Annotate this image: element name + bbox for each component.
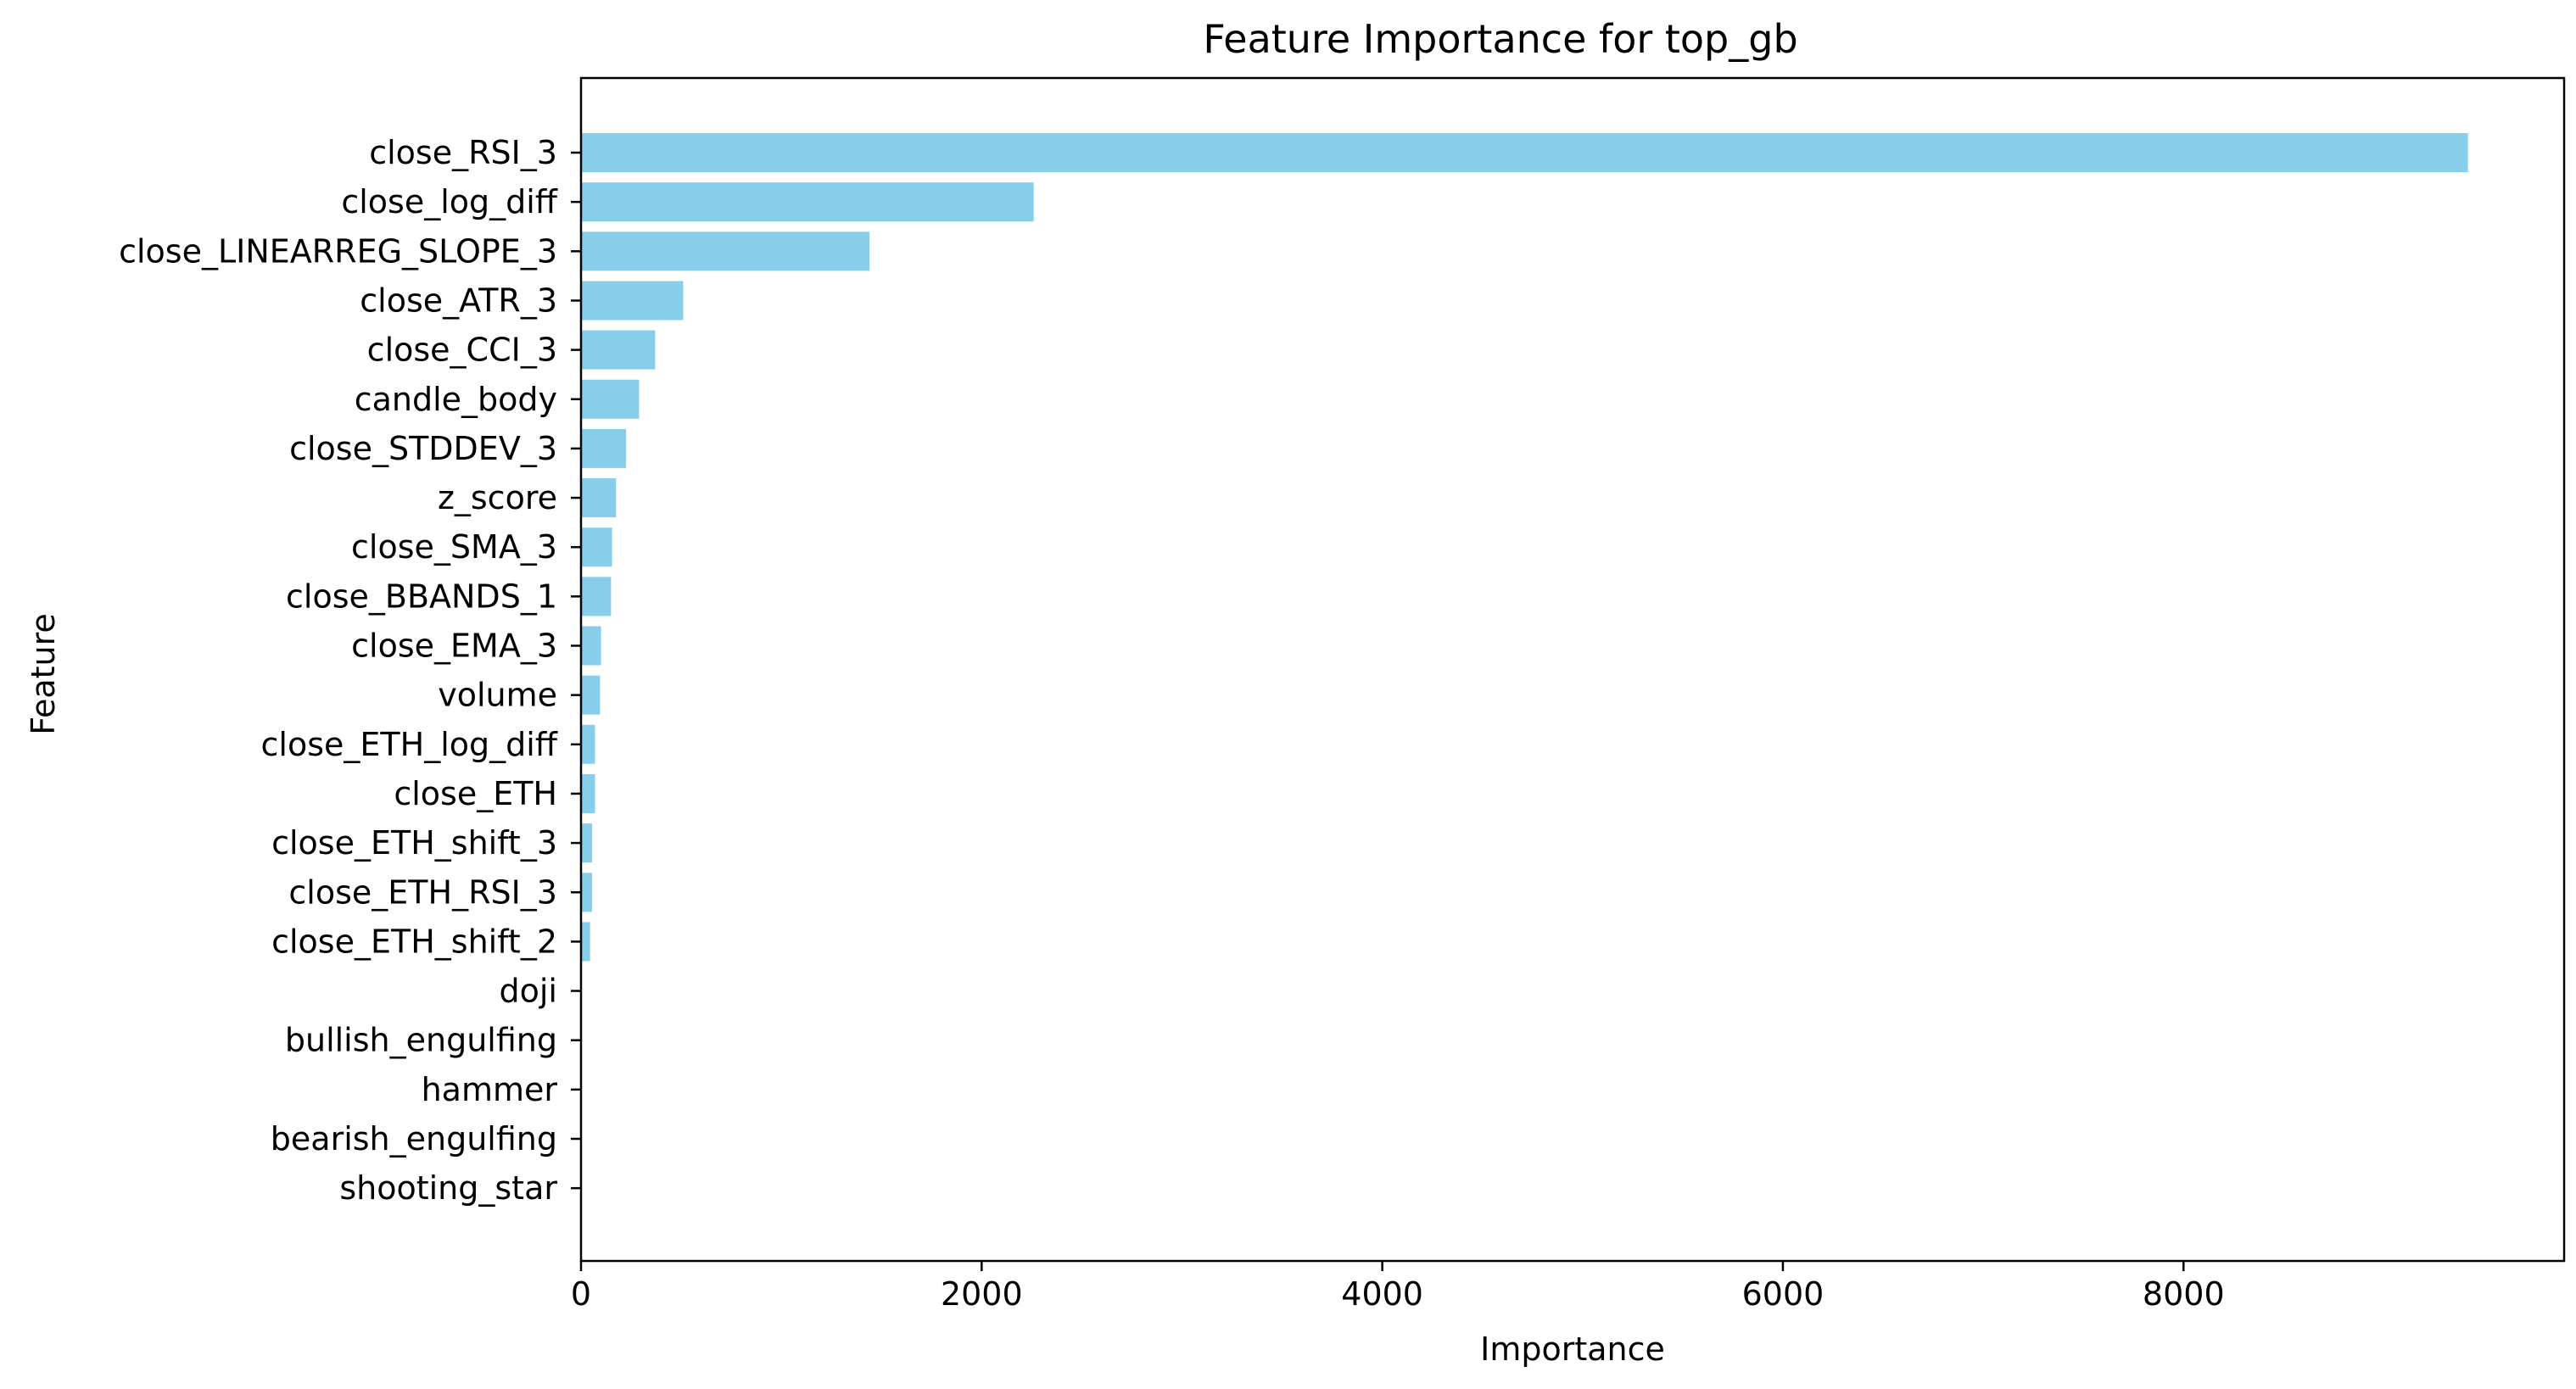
y-tick-label: close_SMA_3: [351, 528, 557, 566]
bar-close_STDDEV_3: [581, 428, 627, 468]
y-tick-label: candle_body: [355, 381, 557, 418]
y-tick-label: close_ETH_shift_2: [271, 923, 557, 960]
bar-close_ETH_RSI_3: [581, 873, 592, 912]
y-tick-label: close_EMA_3: [351, 628, 557, 665]
bar-close_CCI_3: [581, 330, 656, 370]
y-tick-label: bullish_engulfing: [285, 1022, 557, 1059]
y-tick-label: close_BBANDS_1: [286, 577, 557, 615]
y-tick-label: close_log_diff: [341, 183, 557, 220]
y-tick-label: volume: [438, 677, 557, 714]
y-tick-label: z_score: [438, 479, 557, 516]
bar-close_ETH_shift_2: [581, 922, 590, 962]
bar-close_EMA_3: [581, 626, 601, 666]
bar-close_ETH_shift_3: [581, 823, 592, 863]
bar-close_log_diff: [581, 182, 1034, 222]
bar-close_ETH_log_diff: [581, 724, 595, 764]
bar-close_ETH: [581, 773, 595, 813]
y-tick-label: close_ETH_log_diff: [261, 726, 558, 763]
x-axis-label: Importance: [1480, 1330, 1665, 1368]
y-tick-label: close_RSI_3: [369, 134, 557, 171]
y-tick-label: close_STDDEV_3: [289, 430, 557, 467]
x-tick-label: 4000: [1341, 1275, 1423, 1313]
bar-close_LINEARREG_SLOPE_3: [581, 232, 870, 271]
y-ticks-layer: close_RSI_3 close_log_diff close_LINEARREG…: [119, 134, 581, 1207]
x-tick-label: 2000: [941, 1275, 1023, 1313]
y-tick-label: close_ETH: [394, 775, 557, 812]
bars-layer: [581, 133, 2468, 962]
chart-title: Feature Importance for top_gb: [1203, 16, 1797, 62]
bar-candle_body: [581, 379, 640, 419]
y-tick-label: close_ETH_shift_3: [271, 824, 557, 862]
y-tick-label: bearish_engulfing: [271, 1120, 557, 1158]
bar-close_SMA_3: [581, 527, 612, 567]
y-tick-label: close_LINEARREG_SLOPE_3: [119, 232, 557, 270]
y-tick-label: hammer: [422, 1071, 558, 1108]
y-tick-label: shooting_star: [339, 1169, 557, 1207]
bar-close_RSI_3: [581, 133, 2468, 172]
bar-close_ATR_3: [581, 281, 684, 321]
bar-volume: [581, 675, 601, 715]
x-tick-label: 0: [571, 1275, 591, 1313]
y-tick-label: doji: [500, 973, 558, 1010]
y-tick-label: close_ETH_RSI_3: [288, 873, 557, 911]
y-tick-label: close_CCI_3: [367, 332, 557, 369]
y-tick-label: close_ATR_3: [360, 282, 557, 319]
x-ticks-layer: 0 2000 4000 6000 8000: [571, 1261, 2225, 1313]
bar-close_BBANDS_1: [581, 577, 612, 616]
bar-z_score: [581, 478, 617, 518]
plot-frame: [579, 76, 2566, 1263]
x-tick-label: 6000: [1742, 1275, 1824, 1313]
x-tick-label: 8000: [2143, 1275, 2225, 1313]
y-axis-label: Feature: [25, 613, 62, 735]
